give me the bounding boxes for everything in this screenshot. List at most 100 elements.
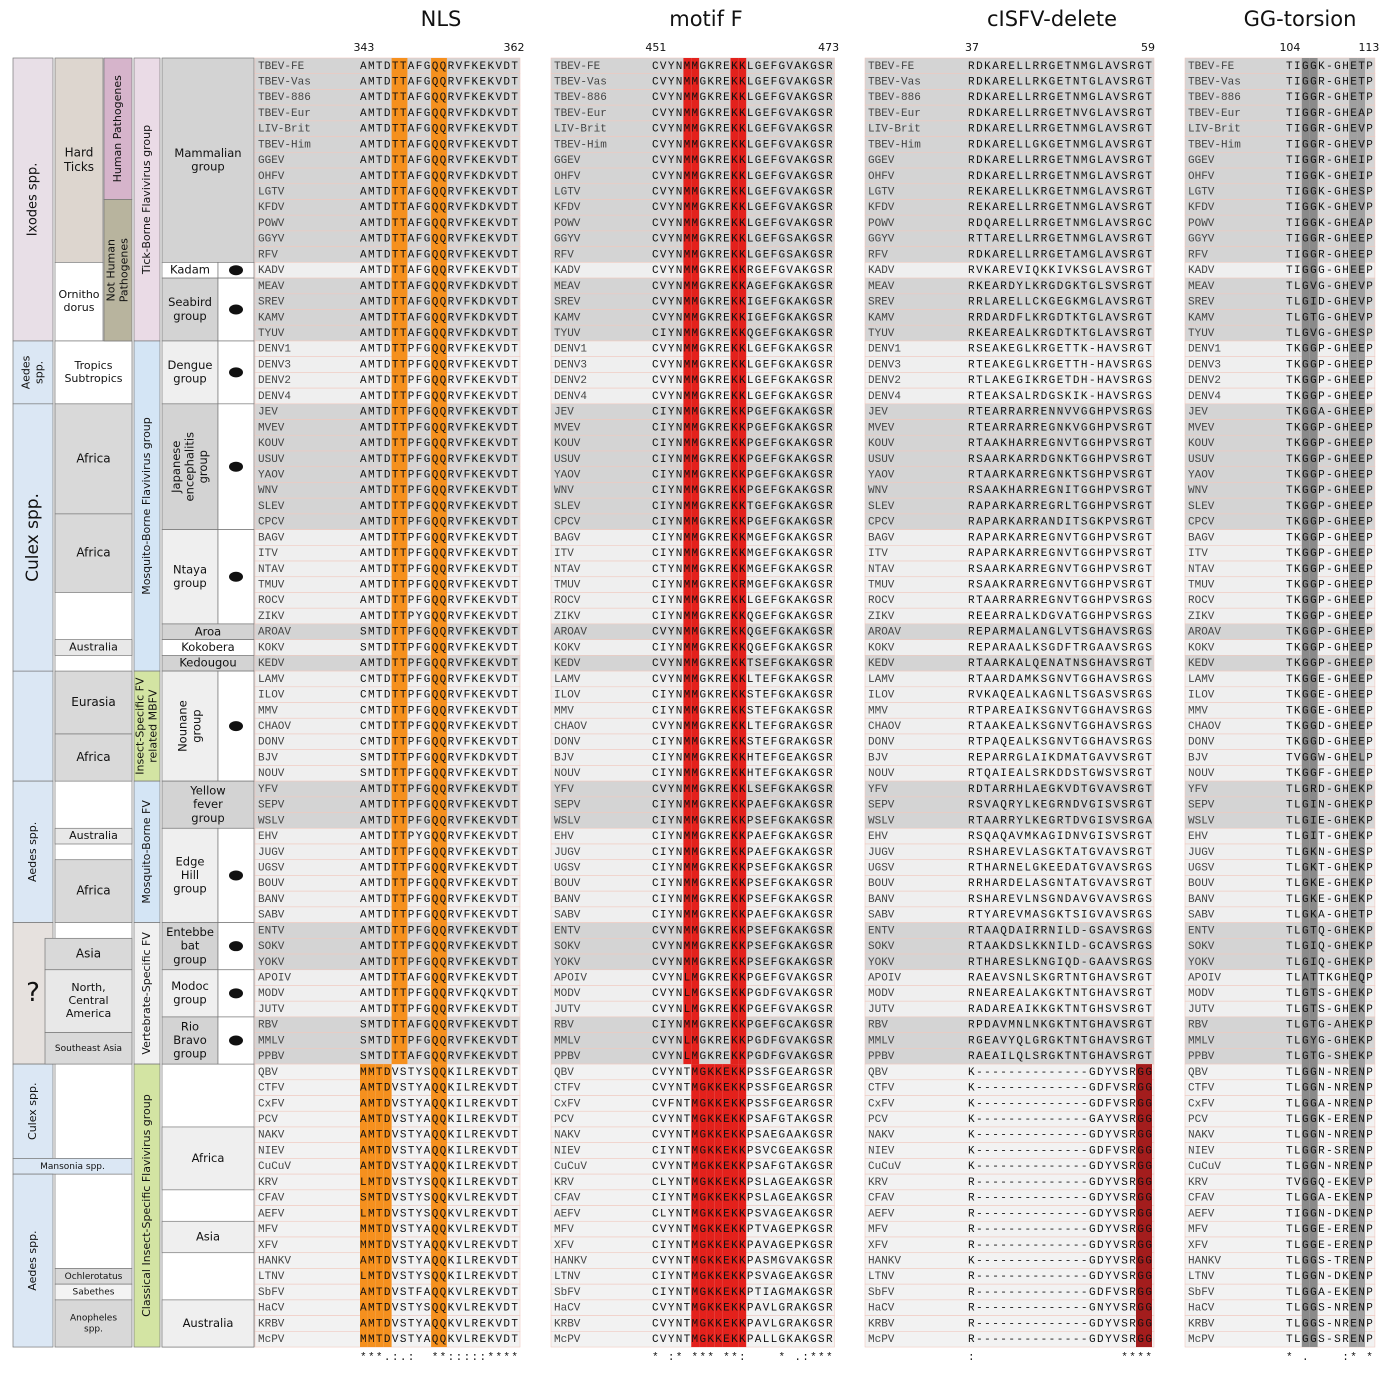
sequence: AMTDTTPFGQQRVFKEKVDT <box>360 658 518 670</box>
virus-name: LAMV <box>1188 674 1215 686</box>
virus-name: TBEV-886 <box>1188 92 1241 104</box>
sequence: TVGGQ-EKEVP <box>1286 1177 1373 1189</box>
sequence: TKGGF-GHEEP <box>1286 768 1373 780</box>
virus-name: BOUV <box>554 878 581 890</box>
virus-name: McPV <box>258 1334 285 1346</box>
virus-name: SABV <box>868 910 895 922</box>
sequence: CIYNMMGKREKKPSEFGKAKGSR <box>652 878 833 890</box>
virus-name: HANKV <box>1188 1255 1221 1267</box>
virus-name: USUV <box>554 454 581 466</box>
virus-name: KOKV <box>554 642 581 654</box>
virus-name: CuCuV <box>1188 1161 1221 1173</box>
virus-name: NAKV <box>554 1130 581 1142</box>
sequence: TKGGP-GHEEP <box>1286 485 1373 497</box>
virus-name: TMUV <box>258 580 285 592</box>
virus-name: CxFV <box>1188 1098 1215 1110</box>
sequence: CVYNMMGKREKKLGEFGVAKGSR <box>652 202 833 214</box>
sequence: AMTDTTPFGQQRVFKEKVDT <box>360 517 518 529</box>
sequence: CVYNMMGKREKKQGEFGKAKGSR <box>652 627 833 639</box>
sequence: CVYNMMGKREKKLGEFGKAKGSR <box>652 391 833 403</box>
virus-name: MMLV <box>258 1035 285 1047</box>
virus-name: TBEV-Eur <box>258 108 311 120</box>
virus-name: KFDV <box>554 202 581 214</box>
virus-name: KOKV <box>258 642 285 654</box>
sequence: RADAREAIKKGKTNTGHSVSRGT <box>968 1004 1152 1016</box>
position-start: 37 <box>965 41 979 54</box>
sequence: R--------------GDYVSRGG <box>968 1318 1152 1330</box>
sequence: TKGGP-GHEEP <box>1286 469 1373 481</box>
sequence: TLGGE-ERENP <box>1286 1240 1373 1252</box>
virus-name: TBEV-Eur <box>554 108 607 120</box>
sequence: TLGID-GHEVP <box>1286 297 1373 309</box>
virus-name: WNV <box>258 485 278 497</box>
sequence: CIYNMMGKREKKPGEFGKAKGSR <box>652 407 833 419</box>
virus-name: LTNV <box>554 1271 581 1283</box>
sequence: CIYNMMGKREKKPGEFGCAKGSR <box>652 1020 833 1032</box>
virus-name: JEV <box>554 407 574 419</box>
host-label: Mansonia spp. <box>40 1162 105 1172</box>
virus-name: ENTV <box>554 925 581 937</box>
sequence: TLGGK-ERENP <box>1286 1114 1373 1126</box>
virus-name: ITV <box>258 548 278 560</box>
sequence: RDKARELLRRGETNVGLAVSRGT <box>968 108 1152 120</box>
sequence: AMTDTTPFGQQRVFKEKVDT <box>360 564 518 576</box>
sequence: CIYNMMGKREKKQGEFGKAKGSR <box>652 642 833 654</box>
sequence: RSAARKARREGNVTGGHPVSRGT <box>968 564 1152 576</box>
sequence: AMTDTTPYGQQRVFKEKVDT <box>360 831 518 843</box>
sequence: RTEARRARRENNVVGGHPVSRGS <box>968 407 1152 419</box>
virus-name: AEFV <box>258 1208 285 1220</box>
sequence: RTAARRARREGNVTGGHPVSRGS <box>968 595 1152 607</box>
sequence: TLGGN-NRENP <box>1286 1161 1373 1173</box>
sequence: AMTDTTAFGQQRVFKDKVDT <box>360 108 518 120</box>
conserved-column <box>706 1064 715 1348</box>
sequence: TIGGR-GHEVP <box>1286 124 1373 136</box>
sequence: CIYNMMGKREKKMGEFGKAKGSR <box>652 548 833 560</box>
virus-name: GGEV <box>258 155 285 167</box>
sequence: TIGGR-GHEEP <box>1286 249 1373 261</box>
sequence: RDKARELLRRGETNMGLAVSRGT <box>968 61 1152 73</box>
sequence: AMTDTTPFGQQRVFKEKVDT <box>360 422 518 434</box>
sequence: AMTDTTPFGQQRVFKEKVDT <box>360 894 518 906</box>
sequence: REPARRGLAIKDMATGAVVSRGT <box>968 752 1152 764</box>
virus-name: GGEV <box>1188 155 1215 167</box>
virus-name: CTFV <box>554 1083 581 1095</box>
row-shade <box>1184 1331 1376 1348</box>
sequence: K--------------GAYVSRGG <box>968 1114 1152 1126</box>
virus-name: DENV2 <box>258 375 291 387</box>
virus-name: QBV <box>1188 1067 1208 1079</box>
subgroup-label: Dengue <box>168 358 213 372</box>
subgroup-label: fever <box>193 797 223 811</box>
subgroup-label: Australia <box>183 1316 234 1330</box>
conserved-column <box>691 58 700 1065</box>
virus-name: SLEV <box>554 501 581 513</box>
sequence: TLGGS-NRENP <box>1286 1318 1373 1330</box>
sequence: TKGGE-GHEEP <box>1286 674 1373 686</box>
virus-name: KRBV <box>258 1318 285 1330</box>
virus-name: DONV <box>1188 737 1215 749</box>
sequence: CIYNMMGKREKKMGEFGKAKGSR <box>652 532 833 544</box>
subgroup-box <box>161 57 255 263</box>
virus-name: LAMV <box>258 674 285 686</box>
sequence: AMTDVSTYSQQKVLREKVDT <box>360 1303 518 1315</box>
virus-name: NTAV <box>258 564 285 576</box>
sequence: R--------------GDYVSRGG <box>968 1208 1152 1220</box>
virus-name: YAOV <box>258 469 285 481</box>
conserved-column <box>1301 58 1310 1348</box>
virus-name: NIEV <box>868 1145 895 1157</box>
sequence: AMTDTTPFGQQRVFKEKVDT <box>360 595 518 607</box>
sequence: CVYNLMGKREKKPGDFGVAKGSR <box>652 1051 833 1063</box>
virus-group-box <box>133 340 161 672</box>
virus-name: PPBV <box>258 1051 285 1063</box>
region-label: Asia <box>76 947 101 961</box>
virus-name: KOUV <box>868 438 895 450</box>
virus-name: DENV4 <box>258 391 291 403</box>
sequence: AMTDTTPFGQQRVFKEKVDT <box>360 580 518 592</box>
virus-name: WNV <box>868 485 888 497</box>
sequence: RTHARESLKNGIQD-GAAVSRGS <box>968 957 1152 969</box>
virus-name: TBEV-Vas <box>554 76 607 88</box>
virus-name: AEFV <box>554 1208 581 1220</box>
sequence: CIYNMMGKREKKTGEFGKAKGSR <box>652 501 833 513</box>
virus-name: ZIKV <box>1188 611 1215 623</box>
sequence: RVKAREVIQKKIVKSGLAVSRGT <box>968 265 1152 277</box>
virus-name: LIV-Brit <box>258 124 311 136</box>
